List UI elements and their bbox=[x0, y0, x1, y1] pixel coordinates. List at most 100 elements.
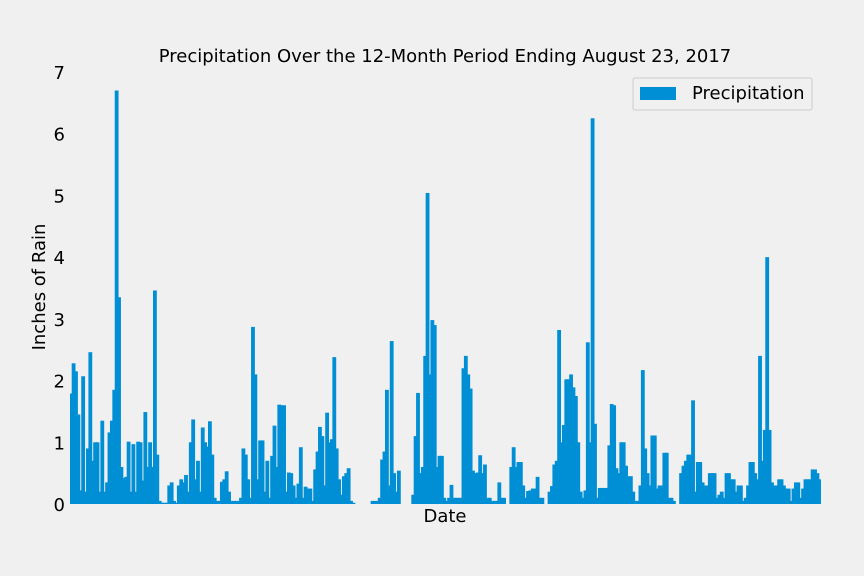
precipitation-bar bbox=[270, 455, 275, 504]
precipitation-bar bbox=[370, 500, 375, 504]
precipitation-bar bbox=[590, 118, 595, 505]
precipitation-bar bbox=[808, 479, 813, 504]
precipitation-bar bbox=[263, 491, 267, 504]
precipitation-bar bbox=[750, 462, 755, 504]
precipitation-bar bbox=[796, 482, 801, 504]
precipitation-bar bbox=[810, 469, 815, 504]
precipitation-bar bbox=[373, 500, 377, 504]
precipitation-bar bbox=[475, 472, 480, 504]
precipitation-bar bbox=[607, 445, 612, 504]
precipitation-bar bbox=[581, 497, 585, 504]
precipitation-bar bbox=[227, 491, 231, 504]
precipitation-bar bbox=[141, 480, 145, 504]
precipitation-bar bbox=[636, 500, 640, 504]
precipitation-bar bbox=[578, 491, 583, 504]
precipitation-bar bbox=[707, 473, 712, 504]
precipitation-bar bbox=[198, 491, 203, 504]
precipitation-bar bbox=[191, 419, 196, 504]
precipitation-bar bbox=[686, 454, 691, 504]
precipitation-bar bbox=[164, 502, 169, 504]
precipitation-bar bbox=[559, 442, 564, 504]
precipitation-bar bbox=[495, 500, 499, 504]
precipitation-bar bbox=[83, 491, 88, 504]
precipitation-bar bbox=[693, 491, 698, 504]
precipitation-bar bbox=[779, 479, 784, 504]
precipitation-bar bbox=[561, 425, 566, 504]
precipitation-bar bbox=[753, 473, 758, 504]
precipitation-bar bbox=[789, 500, 794, 504]
precipitation-bar bbox=[538, 497, 542, 504]
precipitation-bar bbox=[624, 465, 628, 504]
precipitation-bar bbox=[133, 491, 138, 504]
precipitation-bar bbox=[547, 491, 552, 504]
precipitation-bar bbox=[758, 355, 762, 504]
precipitation-bar bbox=[748, 462, 753, 504]
precipitation-bar bbox=[375, 500, 380, 504]
precipitation-bar bbox=[736, 485, 741, 504]
precipitation-bar bbox=[203, 442, 208, 504]
precipitation-bar bbox=[193, 479, 198, 504]
precipitation-bar bbox=[392, 473, 396, 504]
precipitation-bar bbox=[205, 446, 210, 504]
precipitation-bar bbox=[246, 479, 251, 504]
precipitation-bar bbox=[298, 447, 303, 504]
precipitation-bar bbox=[384, 389, 389, 504]
precipitation-bar bbox=[518, 462, 523, 504]
precipitation-bar bbox=[109, 420, 114, 504]
precipitation-bar bbox=[762, 429, 767, 504]
precipitation-bar bbox=[688, 454, 693, 504]
precipitation-bar bbox=[188, 442, 193, 504]
precipitation-bar bbox=[346, 468, 351, 504]
precipitation-bar bbox=[208, 421, 212, 504]
precipitation-bar bbox=[148, 442, 153, 504]
precipitation-bar bbox=[186, 491, 191, 504]
precipitation-bar bbox=[566, 379, 571, 504]
precipitation-bar bbox=[571, 387, 576, 504]
precipitation-bar bbox=[801, 488, 805, 504]
precipitation-bar bbox=[236, 500, 241, 504]
precipitation-bar bbox=[695, 462, 700, 504]
precipitation-bar bbox=[176, 485, 181, 504]
precipitation-bar bbox=[279, 405, 284, 504]
precipitation-bar bbox=[595, 497, 600, 504]
precipitation-bar bbox=[528, 490, 533, 504]
precipitation-bar bbox=[439, 455, 444, 504]
precipitation-bar bbox=[71, 363, 76, 504]
precipitation-bar bbox=[196, 460, 200, 504]
precipitation-bar bbox=[471, 470, 475, 504]
precipitation-bar bbox=[90, 460, 95, 504]
precipitation-bar bbox=[535, 476, 540, 504]
precipitation-bar bbox=[734, 491, 739, 504]
precipitation-bar bbox=[217, 500, 222, 504]
precipitation-bar bbox=[473, 473, 478, 504]
precipitation-bar bbox=[727, 473, 731, 504]
precipitation-bar bbox=[308, 488, 313, 504]
precipitation-bar bbox=[172, 500, 176, 504]
precipitation-bar bbox=[454, 497, 459, 504]
legend: Precipitation bbox=[632, 77, 813, 111]
precipitation-bar bbox=[129, 491, 133, 504]
precipitation-bar bbox=[145, 466, 150, 504]
precipitation-bar bbox=[167, 485, 172, 504]
precipitation-bar bbox=[162, 502, 167, 504]
precipitation-bar bbox=[813, 469, 817, 504]
precipitation-bar bbox=[267, 497, 272, 504]
y-tick-label: 2 bbox=[54, 372, 65, 393]
precipitation-bar bbox=[95, 442, 100, 504]
precipitation-bar bbox=[349, 500, 353, 504]
precipitation-bar bbox=[416, 392, 420, 504]
precipitation-bar bbox=[394, 491, 399, 504]
precipitation-bar bbox=[483, 464, 487, 504]
y-tick-label: 6 bbox=[54, 125, 65, 146]
precipitation-bar bbox=[124, 476, 129, 504]
precipitation-bar bbox=[234, 500, 239, 504]
precipitation-bar bbox=[337, 479, 341, 504]
precipitation-bar bbox=[425, 192, 430, 504]
precipitation-bar bbox=[322, 485, 327, 504]
precipitation-bar bbox=[387, 485, 392, 504]
precipitation-bar bbox=[114, 90, 119, 504]
precipitation-bar bbox=[722, 497, 727, 504]
precipitation-bar bbox=[746, 485, 750, 504]
precipitation-bar bbox=[150, 466, 155, 504]
